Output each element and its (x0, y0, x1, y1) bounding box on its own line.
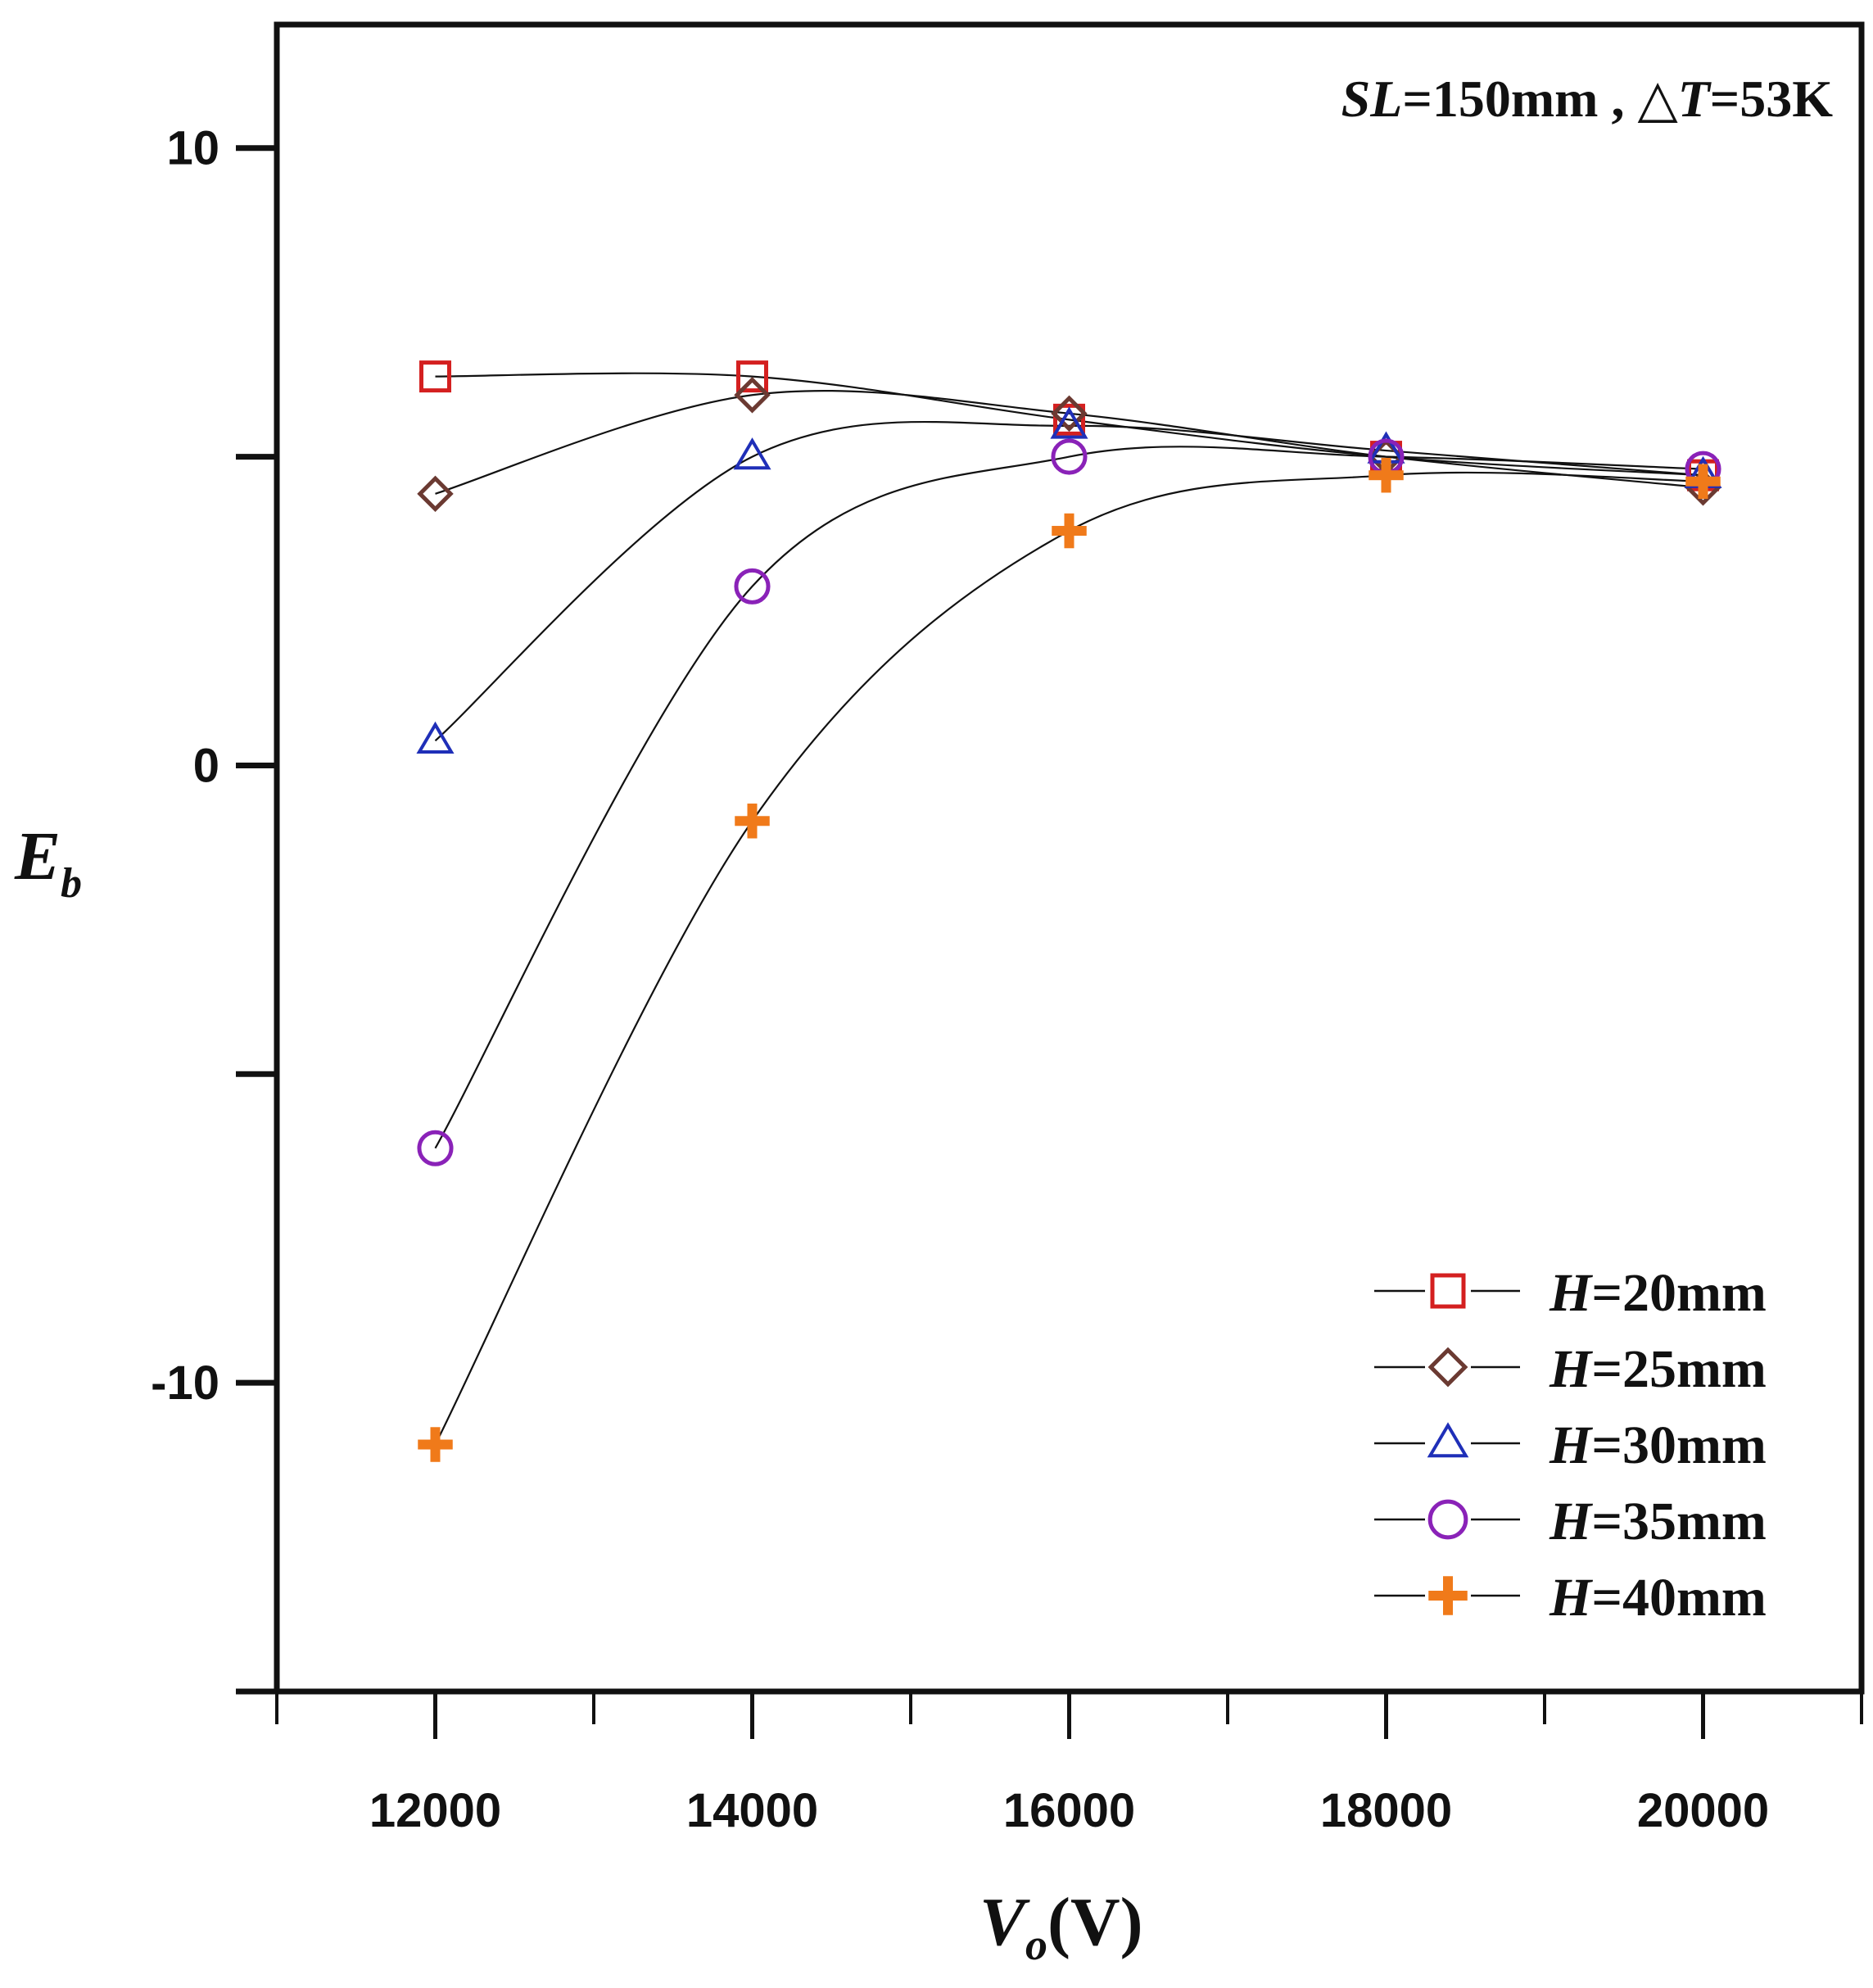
x-tick-label: 16000 (1003, 1784, 1135, 1837)
x-axis-title-main: V (979, 1884, 1030, 1960)
legend-label-rest: =35mm (1591, 1492, 1767, 1551)
data-point-s0-2 (1053, 403, 1085, 436)
x-axis-title-units: (V) (1047, 1884, 1143, 1960)
legend-marker (1427, 1347, 1468, 1388)
data-point-s4-1 (735, 804, 770, 839)
axis-layer: -10 0 10 12000 14000 16000 18000 20000 (151, 122, 1863, 1837)
legend-item-2: H=30mm (1374, 1415, 1767, 1475)
data-point-s2-2 (1050, 406, 1088, 439)
y-tick-label: 0 (193, 739, 219, 792)
data-point-s0-0 (419, 360, 451, 393)
data-point-s1-0 (417, 475, 454, 513)
data-point-s1-2 (1051, 395, 1088, 432)
series-line-3 (434, 446, 1703, 1149)
y-axis-title-main: E (14, 818, 61, 894)
data-point-s3-0 (417, 1130, 454, 1166)
legend-item-1: H=25mm (1374, 1339, 1767, 1399)
y-tick-label: -10 (151, 1356, 219, 1410)
data-point-s1-1 (734, 376, 771, 414)
data-point-s3-2 (1051, 438, 1088, 475)
data-point-s4-1-v (747, 804, 758, 839)
legend-label-rest: =25mm (1591, 1339, 1767, 1399)
annotation-prefix: SL (1341, 70, 1403, 128)
data-point-s4-2-v (1064, 513, 1074, 549)
legend-label-var: H (1549, 1339, 1594, 1399)
x-axis-title-sub: o (1025, 1920, 1047, 1969)
legend-label: H=20mm (1549, 1263, 1767, 1323)
x-tick-label: 12000 (369, 1784, 501, 1837)
series-layer (416, 360, 1722, 1462)
legend-marker (1428, 1576, 1468, 1615)
legend-label-rest: =30mm (1591, 1415, 1767, 1475)
legend-label-var: H (1549, 1492, 1594, 1551)
legend-label-rest: =40mm (1591, 1568, 1767, 1628)
legend-marker (1427, 1422, 1469, 1458)
data-point-s3-1 (734, 568, 771, 605)
y-axis-title-sub: b (61, 860, 82, 907)
x-axis-title: Vo(V) (979, 1884, 1143, 1969)
data-point-s2-1 (733, 437, 771, 470)
data-point-s4-0-v (430, 1427, 441, 1462)
annotation-label: SL=150mm , △T=53K (1341, 70, 1834, 128)
data-point-s4-4 (1685, 464, 1721, 499)
series-line-0 (435, 372, 1703, 477)
legend-item-3: H=35mm (1374, 1492, 1767, 1551)
series-line-4 (434, 471, 1703, 1446)
x-tick-label: 14000 (686, 1784, 818, 1837)
data-point-s2-0 (416, 721, 455, 754)
legend-item-4: H=40mm (1374, 1568, 1767, 1628)
data-point-s4-2 (1052, 513, 1087, 549)
legend-item-0: H=20mm (1374, 1263, 1767, 1323)
y-tick-label: 10 (166, 122, 219, 175)
annotation-var: T (1678, 70, 1712, 128)
legend-label-var: H (1549, 1415, 1594, 1475)
legend-label: H=40mm (1549, 1568, 1767, 1628)
legend-label-rest: =20mm (1591, 1263, 1767, 1323)
annotation-suffix: =53K (1710, 70, 1833, 128)
series-line-1 (435, 389, 1703, 495)
legend-label: H=30mm (1549, 1415, 1767, 1475)
data-point-s4-3-v (1381, 457, 1391, 493)
y-axis-title: Eb (14, 818, 82, 907)
legend-marker (1430, 1273, 1466, 1309)
x-tick-label: 20000 (1637, 1784, 1769, 1837)
data-point-s4-0 (418, 1427, 453, 1462)
annotation-rest: =150mm , △ (1402, 70, 1678, 128)
legend-marker-v (1443, 1576, 1453, 1615)
legend-label-var: H (1549, 1263, 1594, 1323)
legend-label: H=35mm (1549, 1492, 1767, 1551)
legend-label: H=25mm (1549, 1339, 1767, 1399)
data-point-s4-4-v (1698, 464, 1708, 499)
legend-label-var: H (1549, 1568, 1594, 1628)
data-point-s0-1 (736, 360, 768, 393)
x-tick-label: 18000 (1320, 1784, 1452, 1837)
plot-frame (274, 21, 1865, 1695)
legend-marker (1427, 1499, 1468, 1540)
data-point-s4-3 (1369, 457, 1404, 493)
